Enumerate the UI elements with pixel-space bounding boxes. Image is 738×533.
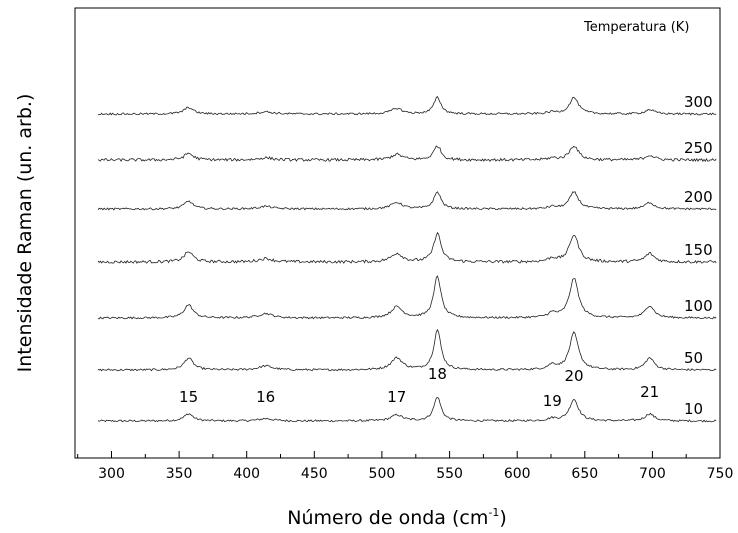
temperature-label-group: 10 50 100 150 200 250 300 [684, 93, 713, 418]
x-tick-label-600: 600 [504, 466, 531, 482]
spectrum-line-50 [97, 328, 717, 372]
peak-label-16: 16 [256, 388, 275, 406]
x-tick-label-350: 350 [166, 466, 193, 482]
temperature-label-200: 200 [684, 188, 713, 206]
x-axis-title-end: ) [499, 507, 506, 529]
peak-label-21: 21 [640, 383, 659, 401]
spectrum-line-200 [97, 191, 717, 211]
temperature-label-10: 10 [684, 400, 703, 418]
spectrum-line-300 [97, 96, 717, 116]
temperature-label-100: 100 [684, 297, 713, 315]
temperature-label-50: 50 [684, 349, 703, 367]
spectrum-line-250 [97, 145, 717, 163]
x-tick-label-400: 400 [233, 466, 260, 482]
x-tick-label-700: 700 [639, 466, 666, 482]
temperature-label-250: 250 [684, 139, 713, 157]
temperature-label-150: 150 [684, 241, 713, 259]
peak-label-20: 20 [564, 367, 583, 385]
x-tick-label-500: 500 [369, 466, 396, 482]
y-axis-title: Intensidade Raman (un. arb.) [14, 94, 36, 373]
x-axis-title-sup: -1 [488, 506, 499, 519]
x-tick-label-750: 750 [707, 466, 734, 482]
tick-group [77, 451, 721, 458]
spectrum-line-150 [97, 231, 717, 264]
peak-label-15: 15 [179, 388, 198, 406]
x-tick-label-450: 450 [301, 466, 328, 482]
peak-label-18: 18 [428, 365, 447, 383]
x-axis-title: Número de onda (cm-1) [287, 506, 506, 529]
tick-label-group: 300 350 400 450 500 550 600 650 700 750 [98, 466, 733, 482]
legend-title: Temperatura (K) [583, 20, 689, 35]
temperature-label-300: 300 [684, 93, 713, 111]
x-axis-title-main: Número de onda (cm [287, 507, 488, 529]
x-tick-label-550: 550 [436, 466, 463, 482]
x-tick-label-650: 650 [571, 466, 598, 482]
peak-label-19: 19 [543, 392, 562, 410]
x-tick-label-300: 300 [98, 466, 125, 482]
peak-label-17: 17 [387, 388, 406, 406]
spectrum-line-100 [97, 275, 717, 320]
spectrum-line-10 [97, 397, 717, 423]
spectra-group [97, 96, 717, 423]
plot-frame [74, 7, 721, 459]
